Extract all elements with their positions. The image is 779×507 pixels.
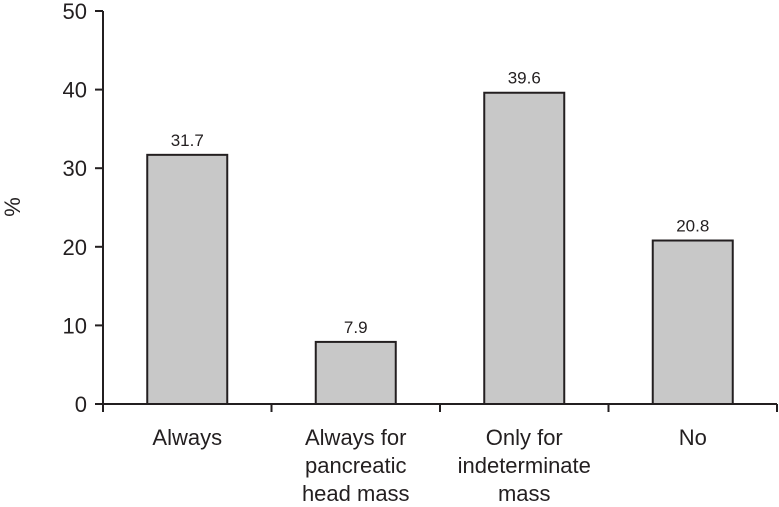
y-tick-label: 0 [75, 392, 87, 417]
bar-4 [651, 239, 734, 405]
data-labels: 31.7 7.9 39.6 20.8 [171, 69, 710, 337]
x-tick-label-3: Only for indeterminate mass [458, 425, 591, 506]
data-label-2: 7.9 [344, 318, 368, 337]
x-axis: Always Always for pancreatic head mass Only … [102, 403, 778, 506]
bar-2 [314, 340, 397, 406]
bar-1 [146, 153, 229, 405]
y-tick-label: 50 [63, 0, 87, 24]
data-label-3: 39.6 [508, 69, 541, 88]
bar-3 [483, 91, 566, 406]
x-tick-label-2: Always for pancreatic head mass [302, 425, 410, 506]
data-label-1: 31.7 [171, 131, 204, 150]
x-tick-label-1: Always [152, 425, 222, 450]
y-tick-label: 40 [63, 78, 87, 103]
bars [146, 91, 734, 406]
y-tick-label: 30 [63, 156, 87, 181]
y-tick-label: 20 [63, 235, 87, 260]
data-label-4: 20.8 [676, 217, 709, 236]
y-axis: 0 10 20 30 40 50 [63, 0, 104, 417]
y-tick-label: 10 [63, 313, 87, 338]
y-axis-label: % [0, 197, 25, 217]
x-tick-label-4: No [679, 425, 707, 450]
